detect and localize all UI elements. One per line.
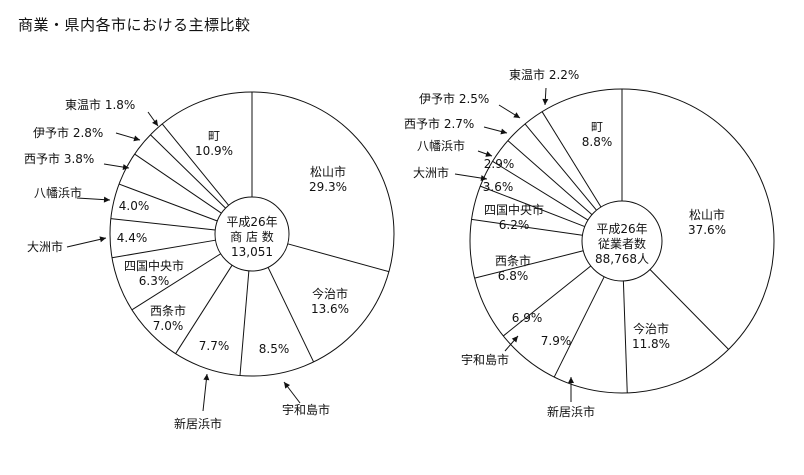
pie-1-slice-6 (471, 218, 583, 236)
pie-1-value-label: 11.8% (632, 337, 670, 351)
pie-0-slice-1 (287, 243, 390, 273)
pie-1-center-label: 従業者数 (598, 236, 646, 251)
pie-0-slice-3 (239, 270, 250, 376)
pie-0-slice-label: 宇和島市 (282, 402, 330, 417)
pie-0-slice-label: 大洲市 (27, 239, 63, 254)
pie-0-value-label: 10.9% (195, 144, 233, 158)
pie-1-value-label: 6.9% (512, 311, 543, 325)
pie-1-value-label: 2.9% (484, 157, 515, 171)
pie-0-label-arrow-head (99, 236, 106, 243)
pie-1-value-label: 8.8% (582, 135, 613, 149)
pie-0-center (214, 196, 290, 272)
pie-0-label-arrow-head (103, 196, 110, 203)
pie-0-slice-7 (110, 218, 216, 231)
pie-1-center-label: 88,768人 (595, 252, 649, 266)
pie-1-slice-label: 松山市 (689, 207, 725, 222)
pie-0-slice-label: 町 (208, 129, 220, 143)
pie-0-value-label: 4.0% (119, 199, 150, 213)
pie-0-slice-label: 伊予市 2.8% (33, 125, 103, 140)
pie-1-slice-11 (541, 111, 602, 208)
pie-1-slice-label: 西予市 2.7% (404, 116, 474, 131)
pie-0-label-arrow-head (133, 135, 140, 142)
pie-0-slice-11 (161, 123, 230, 206)
pie-0-slice-label: 西予市 3.8% (24, 151, 94, 166)
pie-0-slice-label: 今治市 (312, 286, 348, 301)
pie-1-slice-label: 東温市 2.2% (509, 67, 579, 82)
page-title: 商業・県内各市における主標比較 (18, 16, 251, 34)
pie-0-center-label: 商 店 数 (230, 229, 274, 244)
pie-0-value-label: 4.4% (117, 231, 148, 245)
pie-1-slice-label: 四国中央市 (484, 202, 544, 217)
pie-0-slice-4 (175, 264, 233, 354)
pie-0-slice-9 (134, 153, 222, 214)
pie-0-slice-8 (118, 183, 218, 222)
pie-0-slice-10 (150, 134, 226, 209)
pie-0-slice-label: 東温市 1.8% (65, 97, 135, 112)
pie-0-label-arrow (66, 237, 107, 248)
pie-1-label-arrow-head (480, 175, 487, 182)
pie-1-slice-9 (507, 140, 593, 215)
pie-1-slice-label: 今治市 (633, 321, 669, 336)
pie-0-value-label: 29.3% (309, 180, 347, 194)
pie-0-slice-label: 八幡浜市 (34, 185, 82, 200)
pie-1-value-label: 7.9% (541, 334, 572, 348)
pie-0-value-label: 7.0% (153, 319, 184, 333)
pie-1-value-label: 37.6% (688, 223, 726, 237)
pie-1-slice-10 (524, 123, 597, 211)
pie-1-slice-label: 伊予市 2.5% (419, 91, 489, 106)
pie-0-label-arrow-head (152, 119, 158, 126)
pie-1-label-arrow-head (500, 128, 507, 135)
pie-1-label-arrow-head (568, 377, 574, 383)
pie-1-slice-label: 八幡浜市 (417, 138, 465, 153)
pie-0-slice-label: 西条市 (150, 303, 186, 318)
pie-1-slice-label: 新居浜市 (547, 404, 595, 419)
pie-0-value-label: 6.3% (139, 274, 170, 288)
pie-1-slice-2 (622, 280, 628, 393)
pie-1-value-label: 6.8% (498, 269, 529, 283)
pie-1-label-arrow-head (485, 151, 492, 157)
pie-0-label-arrow-head (203, 374, 210, 381)
pie-0-value-label: 8.5% (259, 342, 290, 356)
pie-1-slice-1 (649, 269, 729, 350)
pie-0-label-arrow-head (122, 164, 129, 171)
pie-0-value-label: 7.7% (199, 339, 230, 353)
pie-0-label-arrow (202, 373, 208, 412)
pie-1-label-arrow-head (513, 112, 520, 118)
pie-0-slice-6 (111, 239, 216, 259)
pie-0-value-label: 13.6% (311, 302, 349, 316)
pie-1-slice-7 (480, 185, 585, 228)
pie-1-value-label: 3.6% (483, 180, 514, 194)
pie-0-center-label: 13,051 (231, 245, 273, 259)
pie-1-center-label: 平成26年 (596, 222, 647, 236)
pie-0-slice-5 (131, 253, 221, 311)
pie-1-slice-label: 西条市 (495, 253, 531, 268)
pie-1-slice-4 (502, 265, 592, 337)
pie-1-slice-5 (474, 250, 584, 279)
pie-1-label-arrow-head (511, 336, 518, 343)
pie-0-label-arrow-head (284, 382, 291, 389)
pie-1-slice-3 (553, 276, 605, 378)
pie-0-slice-2 (267, 267, 315, 363)
pie-0-center-label: 平成26年 (226, 215, 277, 229)
pie-1-center (581, 200, 663, 282)
pie-0-slice-label: 松山市 (310, 164, 346, 179)
pie-0-slice-label: 四国中央市 (124, 258, 184, 273)
pie-1-slice-8 (492, 160, 589, 221)
pie-1-value-label: 6.2% (499, 218, 530, 232)
pie-1-slice-label: 大洲市 (413, 165, 449, 180)
pie-0-slice-label: 新居浜市 (174, 416, 222, 431)
pie-1-slice-label: 宇和島市 (461, 352, 509, 367)
pie-1-slice-label: 町 (591, 120, 603, 134)
pie-1-label-arrow-head (542, 98, 549, 105)
